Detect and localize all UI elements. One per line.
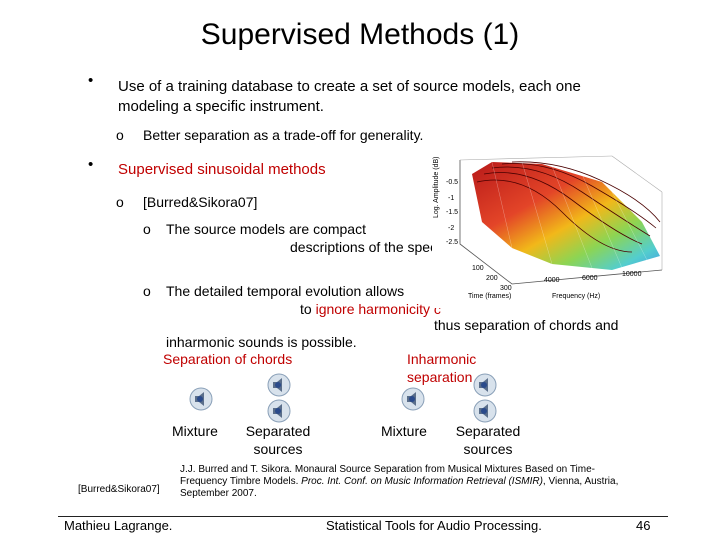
spectral-envelope-figure: Log. Amplitude (dB) -0.5 -1 -1.5 -2 -2.5…: [432, 152, 664, 308]
axes-frame: [459, 160, 663, 285]
footer-course: Statistical Tools for Audio Processing.: [326, 518, 542, 533]
separated-sources-label: Separated sources: [448, 422, 528, 458]
figure-xtick-freq: 6000: [582, 275, 598, 282]
subsub-2-line-2-red: ignore harmonicity c: [315, 301, 441, 317]
figure-xtick-time: 100: [472, 265, 484, 272]
reference-line-2-italic: Proc. Int. Conf. on Music Information Re…: [301, 476, 543, 487]
subsub-2-line-1: The detailed temporal evolution allows: [166, 283, 405, 299]
reference-line-3: September 2007.: [180, 488, 257, 499]
mixture-label: Mixture: [381, 423, 427, 439]
mixture-label: Mixture: [172, 423, 218, 439]
figure-xlabel-freq: Frequency (Hz): [552, 293, 600, 300]
slide-title: Supervised Methods (1): [200, 18, 520, 51]
footer-author: Mathieu Lagrange.: [64, 518, 173, 533]
speaker-icon[interactable]: [472, 398, 498, 424]
sub-marker: o: [116, 194, 124, 210]
inharmonic-line-1: Inharmonic: [407, 351, 477, 367]
footer-divider: [58, 516, 668, 517]
sub-marker: o: [143, 283, 151, 299]
bullet-1-text: Use of a training database to create a s…: [118, 77, 678, 117]
reference-line-2-post: , Vienna, Austria,: [542, 476, 619, 487]
separated-line-2: sources: [463, 441, 513, 457]
bullet-marker: •: [88, 72, 94, 89]
speaker-icon[interactable]: [400, 386, 426, 412]
figure-ytick: -2: [448, 225, 454, 232]
bullet-2-text: Supervised sinusoidal methods: [118, 161, 326, 178]
subsub-1-line-2: descriptions of the spec: [290, 239, 438, 255]
sub-marker: o: [116, 127, 124, 143]
speaker-icon[interactable]: [472, 372, 498, 398]
separated-line-1: Separated: [245, 423, 311, 439]
figure-xtick-freq: 4000: [544, 277, 560, 284]
bullet-1-line-2: modeling a specific instrument.: [118, 98, 324, 115]
subsub-2-line-3: thus separation of chords and: [434, 317, 619, 333]
figure-ytick: -0.5: [446, 179, 458, 186]
figure-ytick: -2.5: [446, 239, 458, 246]
subsub-1-line-1: The source models are compact: [166, 221, 366, 237]
speaker-icon[interactable]: [266, 372, 292, 398]
separated-sources-label: Separated sources: [238, 422, 318, 458]
subsub-2-line-2: to ignore harmonicity c: [300, 300, 441, 318]
citation-burred-sikora: [Burred&Sikora07]: [143, 194, 258, 210]
harmonic-ridges: [476, 161, 661, 253]
speaker-icon[interactable]: [188, 386, 214, 412]
figure-ytick: -1: [448, 195, 454, 202]
figure-xlabel-time: Time (frames): [468, 293, 511, 300]
figure-ylabel: Log. Amplitude (dB): [433, 157, 440, 218]
bullet-marker: •: [88, 156, 94, 173]
bullet-1-sub: Better separation as a trade-off for gen…: [143, 127, 424, 143]
speaker-icon[interactable]: [266, 398, 292, 424]
separated-line-2: sources: [253, 441, 303, 457]
figure-xtick-freq: 10000: [622, 271, 642, 278]
figure-xtick-time: 300: [500, 285, 512, 292]
page-number: 46: [636, 518, 651, 533]
bullet-1-line-1: Use of a training database to create a s…: [118, 78, 581, 95]
reference-text: J.J. Burred and T. Sikora. Monaural Sour…: [180, 464, 650, 500]
figure-ytick: -1.5: [446, 209, 458, 216]
subsub-2-line-2-pre: to: [300, 301, 316, 317]
separation-of-chords-label: Separation of chords: [163, 351, 293, 367]
figure-xtick-time: 200: [486, 275, 498, 282]
reference-line-1: J.J. Burred and T. Sikora. Monaural Sour…: [180, 464, 595, 475]
inharmonic-separation-label: Inharmonic separation: [407, 350, 476, 386]
reference-line-2: Frequency Timbre Models. Proc. Int. Conf…: [180, 476, 650, 488]
separated-line-1: Separated: [455, 423, 521, 439]
mesh-grid: [491, 161, 648, 269]
reference-tag: [Burred&Sikora07]: [78, 484, 160, 495]
subsub-2-line-4: inharmonic sounds is possible.: [166, 334, 357, 350]
sub-marker: o: [143, 221, 151, 237]
reference-line-2-pre: Frequency Timbre Models.: [180, 476, 302, 487]
inharmonic-line-2: separation: [407, 369, 473, 385]
